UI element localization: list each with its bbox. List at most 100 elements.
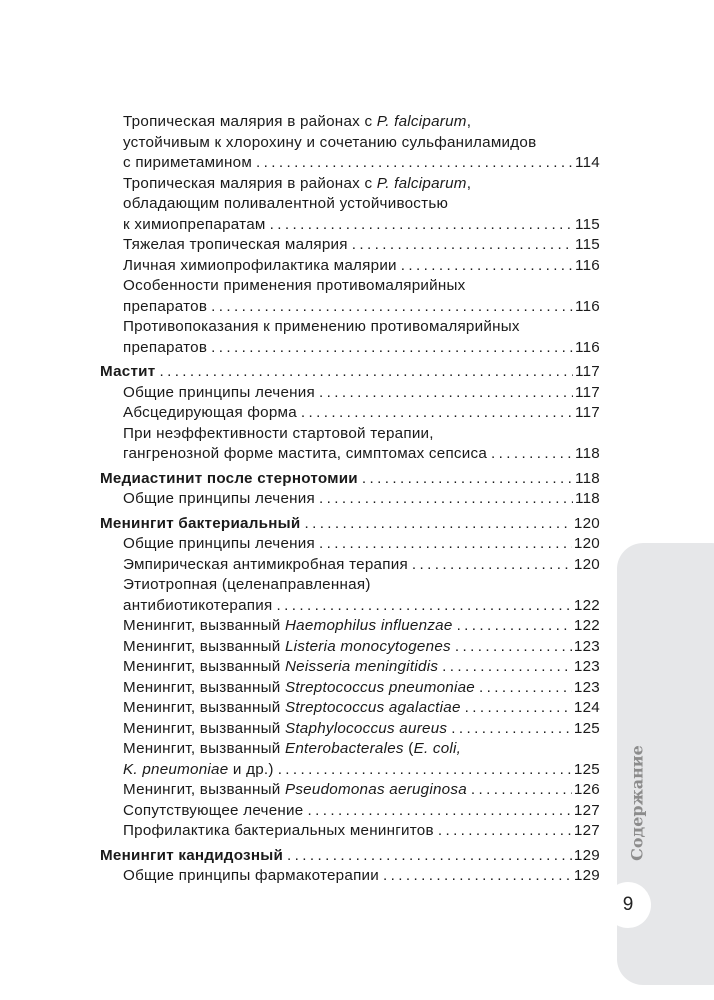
text: Личная химиопрофилактика малярии: [123, 256, 397, 274]
toc-entry[interactable]: Профилактика бактериальных менингитов...…: [100, 821, 600, 842]
toc-page-number: 118: [575, 445, 600, 462]
toc-heading[interactable]: Менингит бактериальный..................…: [100, 514, 600, 535]
italic-text: Neisseria meningitidis: [284, 658, 439, 675]
toc-page-number: 123: [573, 637, 600, 655]
text: к химиопрепаратам: [123, 215, 266, 233]
toc-page-number: 116: [575, 297, 600, 315]
toc-entry[interactable]: Этиотропная (целенаправленная) антибиотик…: [100, 575, 600, 616]
toc-heading[interactable]: Медиастинит после стернотомии...........…: [100, 469, 600, 490]
toc-page-number: 117: [575, 383, 600, 401]
page-number: 9: [622, 894, 634, 915]
toc-entry[interactable]: Сопутствующее лечение...................…: [100, 801, 600, 822]
toc-heading[interactable]: Менингит кандидозный....................…: [100, 846, 600, 867]
toc-entry[interactable]: Менингит, вызванный Enterobacterales (E.…: [100, 739, 600, 780]
toc-line: устойчивым к хлорохину и сочетанию сульф…: [123, 133, 600, 154]
dot-leader: ........................................…: [211, 338, 573, 356]
text: гангренозной форме мастита, симптомах се…: [123, 445, 488, 462]
toc-entry[interactable]: Общие принципы фармакотерапии...........…: [100, 866, 600, 887]
toc-entry[interactable]: Менингит, вызванный Listeria monocytogen…: [100, 637, 600, 658]
text: Менингит, вызванный: [123, 617, 285, 634]
toc-entry[interactable]: Менингит, вызванный Staphylococcus aureu…: [100, 719, 600, 740]
text: Менингит бактериальный: [100, 514, 301, 532]
toc-entry-title: гангренозной форме мастита, симптомах се…: [123, 444, 487, 465]
dot-leader: ........................................…: [454, 637, 572, 655]
toc-entry[interactable]: Тяжелая тропическая малярия.............…: [100, 235, 600, 256]
toc-entry[interactable]: Менингит, вызванный Pseudomonas aerugino…: [100, 780, 600, 801]
toc-entry-title: Сопутствующее лечение: [123, 801, 303, 822]
toc-page-number: 123: [573, 658, 600, 675]
dot-leader: ........................................…: [277, 760, 572, 778]
toc-entry-title: Менингит бактериальный: [100, 514, 300, 535]
toc-line: K. pneumoniae и др.)....................…: [123, 760, 600, 781]
italic-text: Streptococcus agalactiae: [284, 699, 461, 716]
text: Менингит, вызванный: [123, 658, 285, 675]
toc-entry-title: Тяжелая тропическая малярия: [123, 235, 348, 256]
text: Общие принципы лечения: [123, 490, 315, 507]
toc-entry[interactable]: Менингит, вызванный Streptococcus pneumo…: [100, 678, 600, 699]
dot-leader: ........................................…: [479, 678, 572, 696]
toc-line: антибиотикотерапия......................…: [123, 596, 600, 617]
text: препаратов: [123, 297, 208, 315]
toc-page-number: 127: [573, 801, 600, 819]
toc-entry-title: Тропическая малярия в районах с P. falci…: [123, 112, 471, 133]
text: Менингит, вызванный: [123, 781, 285, 798]
toc-entry[interactable]: Тропическая малярия в районах с P. falci…: [100, 112, 600, 174]
italic-text: Streptococcus pneumoniae: [284, 678, 476, 696]
toc-entry[interactable]: Менингит, вызванный Streptococcus agalac…: [100, 698, 600, 719]
toc-line: Тяжелая тропическая малярия.............…: [123, 235, 600, 256]
toc-entry[interactable]: Общие принципы лечения..................…: [100, 534, 600, 555]
toc-page-number: 124: [573, 699, 600, 716]
italic-text: P. falciparum: [376, 174, 467, 192]
toc-page-number: 115: [575, 236, 600, 253]
toc-entry[interactable]: Общие принципы лечения..................…: [100, 489, 600, 510]
toc-line: с пириметамином.........................…: [123, 153, 600, 174]
toc-entry[interactable]: При неэффективности стартовой терапии, га…: [100, 424, 600, 465]
toc-page-number: 125: [573, 719, 600, 737]
toc-line: Эмпирическая антимикробная терапия......…: [123, 555, 600, 576]
toc-heading[interactable]: Мастит..................................…: [100, 362, 600, 383]
toc-entry[interactable]: Эмпирическая антимикробная терапия......…: [100, 555, 600, 576]
toc-line: Менингит кандидозный....................…: [100, 846, 600, 867]
toc-entry-title: Общие принципы фармакотерапии: [123, 866, 379, 887]
toc-entry[interactable]: Особенности применения противомалярийных…: [100, 276, 600, 317]
toc-entry[interactable]: Тропическая малярия в районах с P. falci…: [100, 174, 600, 236]
toc-line: Тропическая малярия в районах с P. falci…: [123, 112, 600, 133]
text: Тропическая малярия в районах с: [123, 174, 377, 192]
toc-entry-title: Менингит, вызванный Streptococcus agalac…: [123, 698, 461, 719]
dot-leader: ........................................…: [319, 383, 573, 401]
italic-text: Enterobacterales: [284, 740, 404, 757]
text: Менингит, вызванный: [123, 719, 285, 737]
toc-entry-title: Менингит, вызванный Pseudomonas aerugino…: [123, 780, 467, 801]
dot-leader: ........................................…: [464, 699, 572, 716]
toc-line: Мастит..................................…: [100, 362, 600, 383]
toc-page-number: 129: [573, 867, 600, 884]
toc-entry[interactable]: Противопоказания к применению противомал…: [100, 317, 600, 358]
toc-entry[interactable]: Абсцедирующая форма.....................…: [100, 403, 600, 424]
toc-page-number: 118: [575, 490, 600, 507]
toc-line: Сопутствующее лечение...................…: [123, 801, 600, 822]
dot-leader: ........................................…: [361, 469, 574, 487]
toc-entry[interactable]: Менингит, вызванный Neisseria meningitid…: [100, 657, 600, 678]
toc-line: Общие принципы лечения..................…: [123, 383, 600, 404]
toc-entry[interactable]: Общие принципы лечения..................…: [100, 383, 600, 404]
toc-page-number: 120: [573, 535, 600, 552]
toc-line: Менингит, вызванный Neisseria meningitid…: [123, 657, 600, 678]
text: Противопоказания к применению противомал…: [123, 318, 520, 335]
toc-entry-title: Особенности применения противомалярийных: [123, 276, 466, 297]
table-of-contents: Тропическая малярия в районах с P. falci…: [100, 112, 600, 887]
italic-text: K. pneumoniae: [123, 760, 229, 778]
text: Менингит, вызванный: [123, 699, 285, 716]
toc-entry[interactable]: Менингит, вызванный Haemophilus influenz…: [100, 616, 600, 637]
toc-line: Менингит, вызванный Staphylococcus aureu…: [123, 719, 600, 740]
toc-entry-title: Менингит, вызванный Enterobacterales (E.…: [123, 739, 461, 760]
text: Этиотропная (целенаправленная): [123, 576, 371, 593]
toc-page-number: 117: [575, 404, 600, 421]
toc-entry-title: Этиотропная (целенаправленная): [123, 575, 371, 596]
toc-entry[interactable]: Личная химиопрофилактика малярии........…: [100, 256, 600, 277]
dot-leader: ........................................…: [211, 297, 573, 315]
toc-entry-title: обладающим поливалентной устойчивостью: [123, 194, 448, 215]
toc-page-number: 115: [575, 215, 600, 233]
text: Менингит, вызванный: [123, 740, 285, 757]
toc-line: Менингит, вызванный Streptococcus pneumo…: [123, 678, 600, 699]
toc-page-number: 114: [575, 154, 600, 171]
